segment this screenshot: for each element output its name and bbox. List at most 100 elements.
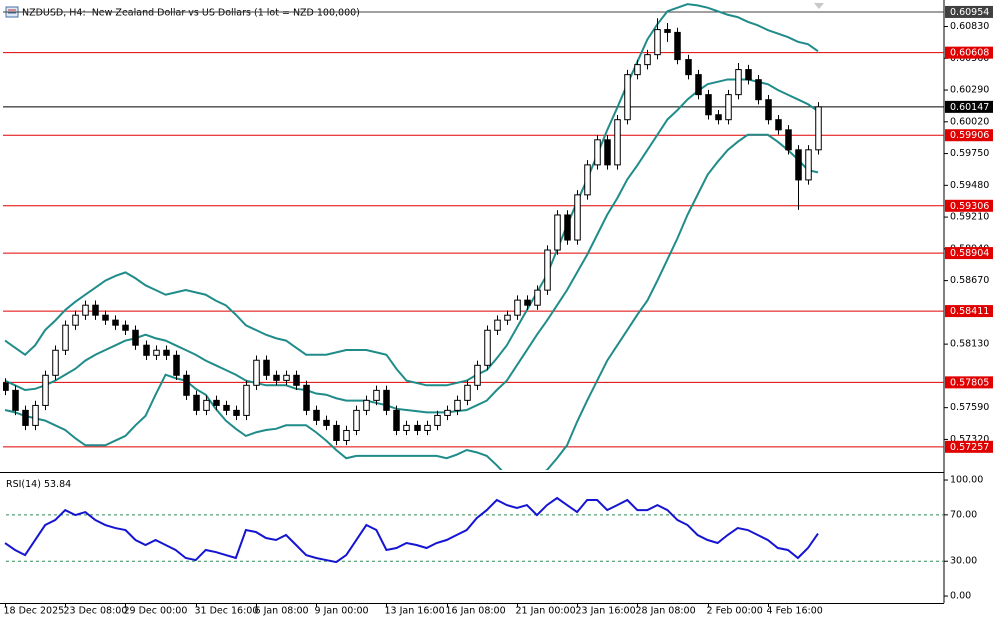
level-label: 0.58904 (950, 248, 989, 259)
level-label: 0.59306 (950, 201, 989, 212)
candle-body (243, 384, 250, 416)
y-tick-label: 0.58670 (950, 275, 989, 286)
level-label: 0.60954 (950, 7, 989, 18)
candle-body (785, 129, 792, 151)
level-label-box (945, 100, 993, 113)
level-label-box (945, 305, 993, 318)
x-tick-label: 28 Jan 08:00 (636, 606, 696, 617)
candle-body (42, 374, 49, 406)
x-tick-label: 16 Jan 08:00 (446, 606, 506, 617)
candle-body (62, 324, 69, 351)
candle-body (72, 314, 79, 326)
candle-body (283, 374, 290, 381)
candle-body (112, 319, 119, 326)
candle-body (654, 29, 661, 56)
candle-body (163, 349, 170, 356)
x-tick-label: 23 Dec 08:00 (64, 606, 128, 617)
rsi-name: RSI(14) (6, 479, 41, 490)
x-tick-label: 29 Dec 00:00 (124, 606, 188, 617)
candle-body (92, 304, 99, 316)
candle-body (695, 74, 702, 96)
rsi-tick-label: 100.00 (950, 475, 983, 486)
candle-body (664, 29, 671, 33)
candle-body (132, 329, 139, 346)
candle-body (343, 429, 350, 441)
candle-body (464, 384, 471, 401)
candle-body (755, 79, 762, 101)
y-tick-label: 0.59480 (950, 180, 989, 191)
candle-body (544, 249, 551, 291)
y-tick-label: 0.60290 (950, 85, 989, 96)
candle-body (795, 149, 802, 181)
candle-body (815, 106, 822, 151)
level-label: 0.57257 (950, 442, 989, 453)
candle-body (173, 354, 180, 376)
level-label-box (945, 247, 993, 260)
y-tick-label: 0.58130 (950, 339, 989, 350)
candle-body (524, 299, 531, 306)
y-tick-label: 0.59750 (950, 148, 989, 159)
x-tick-label: 13 Jan 16:00 (385, 606, 445, 617)
x-tick-label: 6 Jan 08:00 (255, 606, 309, 617)
candle-body (484, 329, 491, 366)
candle-body (303, 384, 310, 411)
x-tick-label: 18 Dec 2025 (4, 606, 65, 617)
candle-body (564, 214, 571, 241)
x-tick-label: 2 Feb 00:00 (707, 606, 763, 617)
candle-body (474, 364, 481, 386)
candle-body (203, 399, 210, 411)
candle-body (213, 399, 220, 406)
candle-body (353, 409, 360, 431)
rsi-panel (3, 496, 944, 564)
candle-body (765, 99, 772, 121)
band-line (4, 78, 819, 414)
candle-body (735, 69, 742, 96)
level-label: 0.60608 (950, 48, 989, 59)
candle-body (273, 374, 280, 381)
level-label-box (945, 199, 993, 212)
y-tick-label: 0.59210 (950, 212, 989, 223)
level-label: 0.60147 (950, 102, 989, 113)
band-line (4, 3, 819, 387)
candle-body (143, 344, 150, 356)
level-label-box (945, 376, 993, 389)
candle-body (122, 324, 129, 331)
level-label: 0.59906 (950, 130, 989, 141)
y-tick-label: 0.60830 (950, 21, 989, 32)
candle-body (614, 119, 621, 166)
candle-body (725, 94, 732, 121)
chart-title: NZDUSD, H4: New Zealand Dollar vs US Dol… (22, 8, 360, 19)
y-tick-label: 0.60020 (950, 116, 989, 127)
candle-body (514, 299, 521, 316)
x-tick-label: 23 Jan 16:00 (576, 606, 636, 617)
candle-body (333, 424, 340, 441)
candle-body (363, 399, 370, 411)
scroll-marker (814, 3, 824, 9)
candle-body (444, 409, 451, 416)
level-label: 0.57805 (950, 377, 989, 388)
rsi-tick-label: 70.00 (950, 509, 977, 520)
candle-body (715, 114, 722, 121)
candle-body (434, 414, 441, 426)
axes: 0.608300.605600.602900.600200.597500.594… (4, 5, 993, 617)
candle-body (604, 139, 611, 166)
candle-body (183, 374, 190, 396)
y-tick-label: 0.57320 (950, 434, 989, 445)
candle-body (454, 399, 461, 411)
level-label: 0.58411 (950, 306, 989, 317)
candle-body (153, 349, 160, 356)
candle-body (263, 359, 270, 376)
candle-body (253, 359, 260, 386)
candle-body (32, 404, 39, 426)
candle-body (424, 424, 431, 431)
candle-body (293, 374, 300, 386)
candle-body (52, 349, 59, 376)
rsi-last-value: 53.84 (44, 479, 71, 490)
candle-body (383, 389, 390, 411)
rsi-title: RSI(14) 53.84 (6, 479, 71, 490)
rsi-tick-label: 0.00 (950, 591, 971, 602)
rsi-line (4, 496, 819, 564)
candle-body (574, 194, 581, 241)
candle-body (403, 424, 410, 431)
